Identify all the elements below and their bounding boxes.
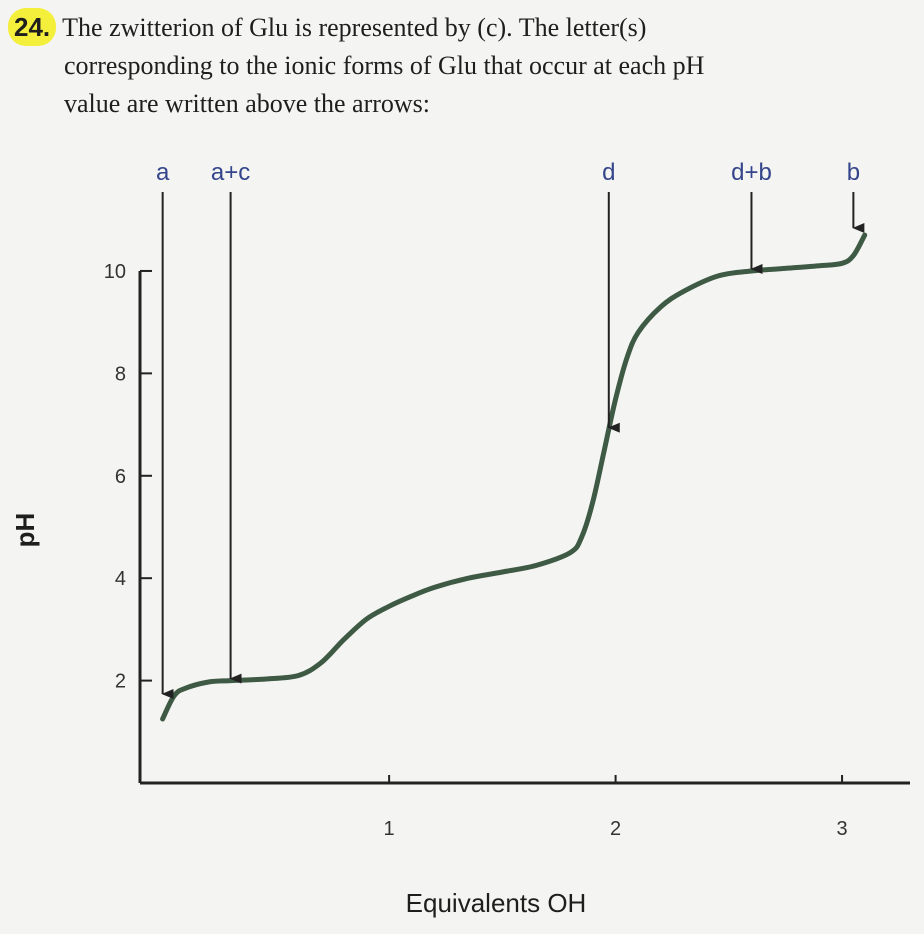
arrow-label: a+c — [211, 159, 250, 186]
arrow-label: b — [847, 159, 860, 186]
y-tick-label: 10 — [104, 261, 126, 283]
x-tick-label: 1 — [384, 818, 395, 840]
ionic-form-arrows: a a+c d d+b b — [156, 159, 865, 699]
x-axis-label: Equivalents OH — [406, 888, 587, 918]
y-tick-label: 6 — [115, 466, 126, 488]
arrow-label: a — [156, 159, 170, 186]
y-axis-label: pH — [10, 513, 40, 548]
ionic-form-arrow: a — [156, 159, 174, 699]
question-line-3: value are written above the arrows: — [64, 89, 431, 118]
x-tick-label: 3 — [836, 818, 847, 840]
question-number-badge: 24. — [8, 8, 57, 46]
x-tick-label: 2 — [610, 818, 621, 840]
ionic-form-arrow: d+b — [731, 159, 772, 274]
arrow-label: d+b — [731, 159, 772, 186]
question-text: 24. The zwitterion of Glu is represented … — [8, 8, 908, 123]
ionic-form-arrow: b — [847, 159, 865, 233]
y-tick-label: 4 — [115, 568, 126, 590]
y-tick-label: 8 — [115, 363, 126, 385]
chart-axes — [138, 270, 910, 785]
ionic-form-arrow: a+c — [211, 159, 250, 684]
question-line-2: corresponding to the ionic forms of Glu … — [64, 51, 705, 80]
titration-curve-group — [160, 232, 868, 722]
titration-curve-series-0 — [160, 232, 868, 722]
question-line-1: The zwitterion of Glu is represented by … — [62, 13, 647, 42]
arrow-label: d — [602, 159, 615, 186]
ionic-form-arrow: d — [602, 159, 620, 433]
y-tick-label: 2 — [115, 671, 126, 693]
